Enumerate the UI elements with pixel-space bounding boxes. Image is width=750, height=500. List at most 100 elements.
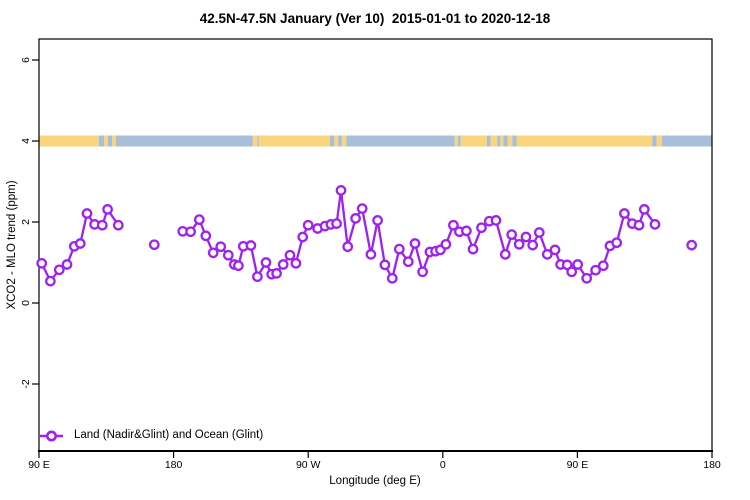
data-point [590, 264, 601, 276]
data-point [215, 241, 227, 253]
data-point [402, 256, 414, 268]
x-tick-label: 90 W [296, 459, 321, 471]
data-point [302, 219, 314, 231]
y-tick-label: 4 [20, 138, 32, 144]
surface-band-land [334, 135, 339, 147]
data-point [533, 227, 545, 238]
surface-band-ocean [497, 135, 501, 147]
surface-band-ocean [257, 135, 259, 147]
legend-label: Land (Nadir&Glint) and Ocean (Glint) [74, 429, 264, 441]
data-point [148, 239, 160, 251]
surface-band-land [516, 135, 653, 147]
x-axis-label: Longitude (deg E) [329, 475, 421, 487]
x-tick-label: 180 [703, 459, 721, 471]
y-tick-label: 0 [20, 300, 32, 306]
data-point [386, 272, 398, 284]
data-point [233, 260, 244, 272]
x-tick-label: 0 [440, 459, 446, 471]
surface-band-ocean [486, 135, 491, 147]
surface-band-land [104, 135, 108, 147]
data-point [499, 249, 511, 260]
data-point [222, 249, 234, 261]
data-point [506, 229, 518, 240]
data-point [45, 275, 56, 287]
data-point [102, 204, 113, 215]
surface-band-land [490, 135, 498, 147]
data-point [572, 259, 584, 270]
data-point [527, 239, 539, 251]
data-point [440, 238, 452, 250]
data-point [356, 203, 368, 214]
data-point [297, 231, 309, 243]
data-line [182, 189, 656, 280]
data-point [193, 214, 205, 225]
data-point [467, 243, 479, 255]
surface-band-ocean [661, 135, 712, 147]
surface-band-ocean [652, 135, 657, 147]
data-point [566, 266, 578, 278]
data-point [393, 243, 405, 255]
data-point [185, 226, 196, 238]
data-point [290, 257, 302, 269]
data-point [284, 249, 296, 261]
surface-band-ocean [107, 135, 113, 147]
y-axis-label: XCO2 - MLO trend (ppm) [6, 180, 18, 310]
data-point [686, 239, 698, 251]
surface-band-ocean [503, 135, 508, 147]
data-point [541, 249, 553, 260]
surface-band-ocean [329, 135, 335, 147]
surface-band-ocean [338, 135, 342, 147]
chart-title: 42.5N-47.5N January (Ver 10) 2015-01-01 … [199, 11, 551, 26]
data-point [597, 260, 609, 272]
data-point [581, 272, 593, 284]
data-point [350, 213, 361, 224]
data-point [476, 222, 487, 234]
surface-band-land [112, 135, 117, 147]
data-point [260, 257, 272, 268]
data-point [365, 249, 377, 260]
x-tick-label: 90 E [567, 459, 589, 471]
x-tick-label: 90 E [28, 459, 50, 471]
data-point [252, 271, 263, 283]
data-point [513, 238, 525, 250]
data-point [277, 259, 289, 270]
x-tick-label: 180 [165, 459, 183, 471]
data-point [372, 215, 383, 226]
data-point [379, 259, 391, 271]
y-tick-label: -2 [20, 379, 32, 388]
data-point [417, 266, 428, 278]
surface-band-land [454, 135, 458, 147]
data-point [549, 244, 561, 256]
data-point [200, 230, 212, 242]
data-point [633, 219, 645, 231]
data-point [331, 218, 342, 229]
surface-band-land [252, 135, 258, 147]
data-point [112, 219, 124, 231]
y-tick-label: 2 [20, 219, 32, 225]
data-point [36, 257, 48, 269]
data-point [461, 225, 472, 237]
surface-band-land [39, 135, 99, 147]
data-point [53, 264, 65, 276]
surface-band-ocean [116, 135, 253, 147]
surface-band-land [460, 135, 487, 147]
surface-band-ocean [457, 135, 461, 147]
surface-band-land [656, 135, 662, 147]
data-point [619, 208, 630, 219]
surface-band-land [258, 135, 330, 147]
data-point [611, 237, 623, 249]
data-point [342, 241, 354, 253]
data-point [245, 240, 257, 251]
data-point [61, 259, 73, 270]
data-point [520, 231, 532, 243]
surface-band-land [507, 135, 513, 147]
data-point [638, 204, 650, 215]
data-point [335, 185, 347, 196]
legend-marker-circle [45, 430, 57, 442]
data-point [448, 219, 459, 231]
surface-band-land [341, 135, 347, 147]
data-point [490, 215, 502, 226]
y-tick-label: 6 [20, 57, 32, 63]
